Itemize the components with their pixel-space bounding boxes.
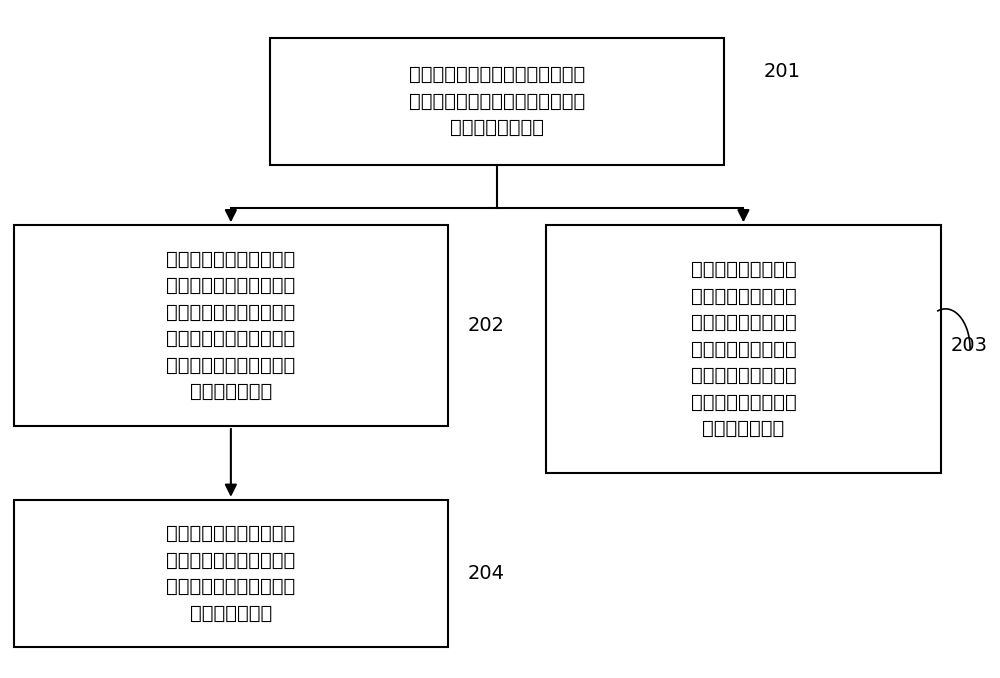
Text: 在所述电机的旋变零点位
置校验结果显示为不正确
时，对所述电机的旋变零
点位置进行标定: 在所述电机的旋变零点位 置校验结果显示为不正确 时，对所述电机的旋变零 点位置进… bbox=[166, 524, 295, 622]
Bar bbox=[546, 225, 941, 473]
Text: 在所述转子的初始位
置对应的角度与所述
转子的当前位置对应
的角度的差值小于预
设阈值时，确定所述
电机的旋变零点位置
校验结果为正确: 在所述转子的初始位 置对应的角度与所述 转子的当前位置对应 的角度的差值小于预 … bbox=[691, 260, 796, 438]
Bar bbox=[270, 38, 724, 165]
Text: 在所述转子的初始位置对
应的角度与所述转子的当
前位置对应的角度的差值
大于预设阈值时，确定所
述电机的旋变零点位置校
验结果为不正确: 在所述转子的初始位置对 应的角度与所述转子的当 前位置对应的角度的差值 大于预设… bbox=[166, 250, 295, 401]
Bar bbox=[14, 225, 448, 426]
Text: 204: 204 bbox=[467, 564, 504, 583]
Text: 203: 203 bbox=[950, 336, 987, 355]
Text: 当电机进行高压上电时，检测所述
电机的转子的当前位置和所述电机
的转子的初始位置: 当电机进行高压上电时，检测所述 电机的转子的当前位置和所述电机 的转子的初始位置 bbox=[409, 65, 585, 137]
Text: 202: 202 bbox=[467, 316, 504, 335]
Text: 201: 201 bbox=[763, 62, 800, 81]
Bar bbox=[14, 500, 448, 647]
